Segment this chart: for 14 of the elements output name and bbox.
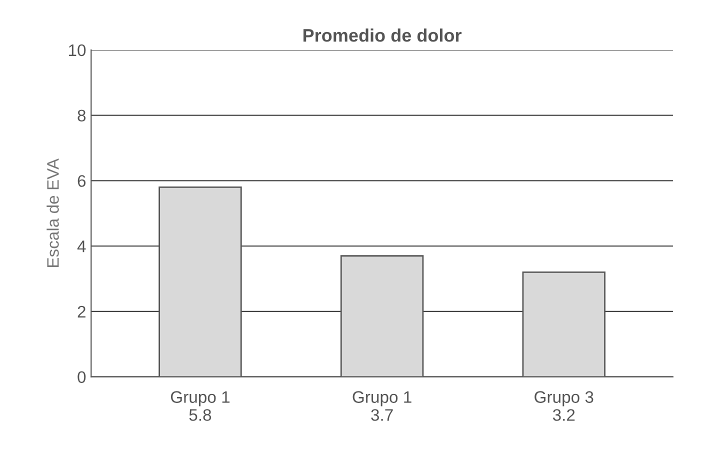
y-tick-label: 8 — [78, 110, 86, 122]
y-tick-label: 2 — [78, 306, 86, 318]
y-tick-label: 4 — [77, 240, 86, 252]
y-axis-title: Escala de EVA — [46, 158, 59, 267]
x-tick-label: Grupo 1 — [352, 391, 412, 406]
y-tick-label: 0 — [78, 371, 86, 384]
data-label: 3.2 — [552, 409, 575, 421]
y-tick-label: 10 — [69, 44, 86, 56]
y-tick-label: 6 — [78, 175, 86, 187]
data-label: 5.8 — [189, 409, 212, 421]
chart-title: Promedio de dolor — [304, 28, 462, 42]
x-tick-label: Grupo 1 — [170, 391, 230, 406]
x-tick-label: Grupo 3 — [534, 391, 594, 406]
data-label: 3.7 — [371, 409, 393, 421]
